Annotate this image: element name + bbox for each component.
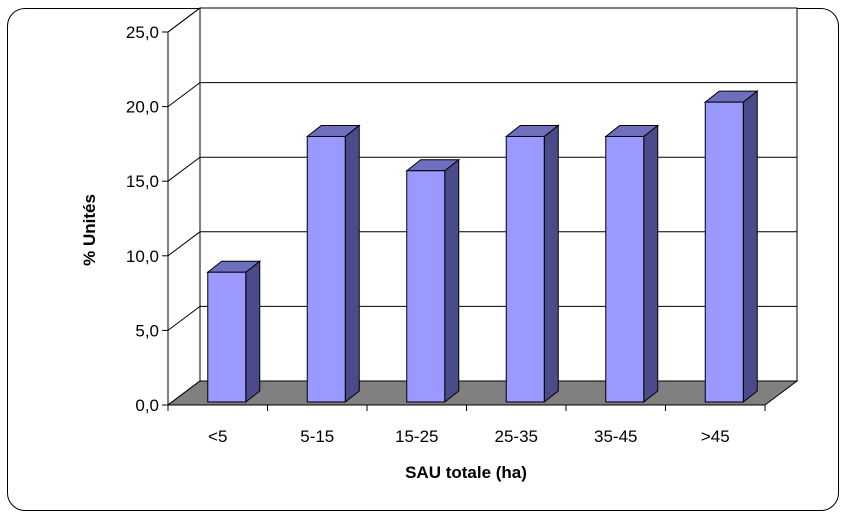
bar-side [444,158,460,404]
y-tick-label: 25,0 [126,23,159,42]
bar [604,124,660,404]
x-tick-label: 35-45 [594,427,637,446]
x-tick-label: 5-15 [300,427,334,446]
gridline [167,82,797,107]
bar-side [643,124,659,404]
bar-front [306,135,346,403]
chart-floor [166,380,799,406]
x-tick-label: <5 [208,427,227,446]
bar-front [605,135,645,403]
bar-side [245,260,261,404]
bar-front [704,101,744,403]
x-tick-label: >45 [701,427,730,446]
gridline [167,7,797,33]
bars [206,90,759,404]
x-tick-label: 15-25 [395,427,438,446]
bar-side [543,124,559,404]
bar [305,124,361,404]
y-axis-title: % Unités [80,194,99,266]
bar-front [505,135,545,403]
bar-front [406,170,446,403]
y-tick-labels: 0,0 5,0 10,0 15,0 20,0 25,0 [126,23,159,415]
x-tick-labels: <5 5-15 15-25 25-35 35-45 >45 [167,405,766,446]
gridline [167,305,797,331]
y-tick-label: 20,0 [126,98,159,117]
x-axis-title: SAU totale (ha) [405,463,527,482]
gridline [167,231,797,257]
bar [206,260,262,404]
y-tick-label: 15,0 [126,172,159,191]
y-tick-label: 0,0 [135,396,159,415]
bar [405,158,461,404]
bar-side [344,124,360,404]
bar-side [742,90,758,404]
bar-front [207,271,247,403]
side-wall [167,7,201,406]
bar [504,124,560,404]
y-tick-label: 5,0 [135,321,159,340]
bar [703,90,759,404]
gridline [167,156,797,182]
floor [166,380,799,406]
chart-walls [167,7,798,406]
y-tick-label: 10,0 [126,247,159,266]
x-tick-label: 25-35 [495,427,538,446]
gridlines [162,7,797,406]
